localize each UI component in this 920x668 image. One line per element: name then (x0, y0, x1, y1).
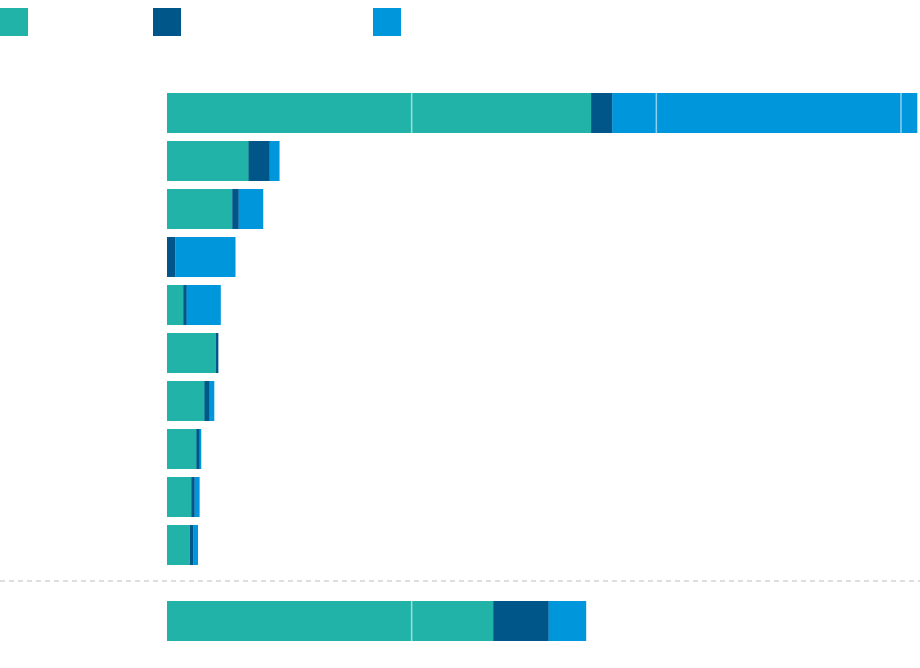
bar-segment-row8-series2 (196, 429, 200, 469)
bars (167, 93, 918, 641)
legend-swatch-2 (153, 8, 181, 36)
bar-segment-row1-series1 (167, 93, 592, 133)
bar-segment-row2-series2 (248, 141, 270, 181)
bar-segment-row9-series2 (191, 477, 195, 517)
bar-segment-row2-series1 (167, 141, 249, 181)
bar-segment-row1-series3 (612, 93, 918, 133)
bar-segment-row3-series3 (238, 189, 264, 229)
legend-swatch-3 (373, 8, 401, 36)
bar-segment-row1-series2 (591, 93, 613, 133)
bar-segment-row10-series2 (189, 525, 194, 565)
bar-segment-row6-series2 (215, 333, 219, 373)
bar-segment-row9-series1 (167, 477, 192, 517)
bar-segment-row11-series3 (548, 601, 587, 641)
bar-segment-row4-series2 (167, 237, 176, 277)
bar-segment-row6-series1 (167, 333, 216, 373)
legend-swatch-1 (0, 8, 28, 36)
bar-segment-row8-series3 (199, 429, 202, 469)
bar-segment-row11-series2 (493, 601, 549, 641)
bar-segment-row7-series1 (167, 381, 205, 421)
bar-segment-row11-series1 (167, 601, 494, 641)
bar-segment-row2-series3 (269, 141, 280, 181)
bar-segment-row3-series2 (232, 189, 239, 229)
bar-segment-row5-series1 (167, 285, 184, 325)
bar-segment-row10-series1 (167, 525, 190, 565)
bar-segment-row4-series3 (175, 237, 236, 277)
bar-segment-row3-series1 (167, 189, 233, 229)
bar-segment-row8-series1 (167, 429, 197, 469)
bar-segment-row9-series3 (194, 477, 200, 517)
bar-segment-row5-series2 (183, 285, 187, 325)
legend (0, 8, 401, 36)
bar-segment-row10-series3 (193, 525, 198, 565)
bar-segment-row7-series2 (204, 381, 210, 421)
gridlines (410, 93, 902, 641)
bar-segment-row5-series3 (186, 285, 221, 325)
bar-segment-row7-series3 (209, 381, 215, 421)
